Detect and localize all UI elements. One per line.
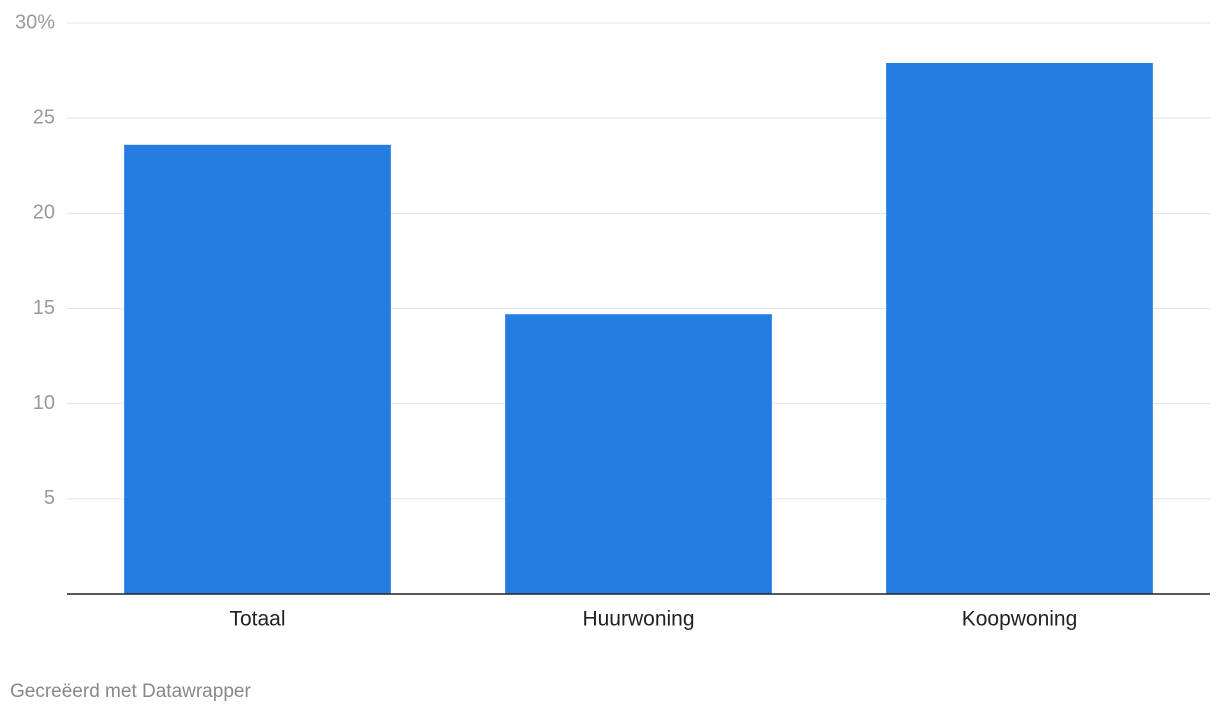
y-tick-label: 20 [33,202,55,224]
y-tick-label: 5 [44,487,55,509]
y-tick-label: 30% [15,11,55,33]
bar [886,62,1153,595]
y-tick-label: 10 [33,392,55,414]
y-tick-label: 25 [33,106,55,128]
x-tick-label: Koopwoning [962,608,1078,631]
y-tick-label: 15 [33,297,55,319]
bar [505,314,772,594]
x-tick-label: Totaal [229,608,285,631]
x-tick-label: Huurwoning [582,608,694,631]
credit: Gecreëerd met Datawrapper [10,681,251,702]
bar [124,144,391,594]
